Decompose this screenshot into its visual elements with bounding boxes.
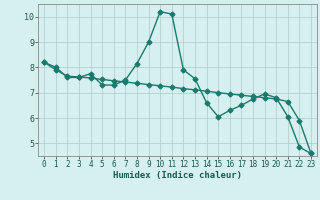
X-axis label: Humidex (Indice chaleur): Humidex (Indice chaleur) <box>113 171 242 180</box>
